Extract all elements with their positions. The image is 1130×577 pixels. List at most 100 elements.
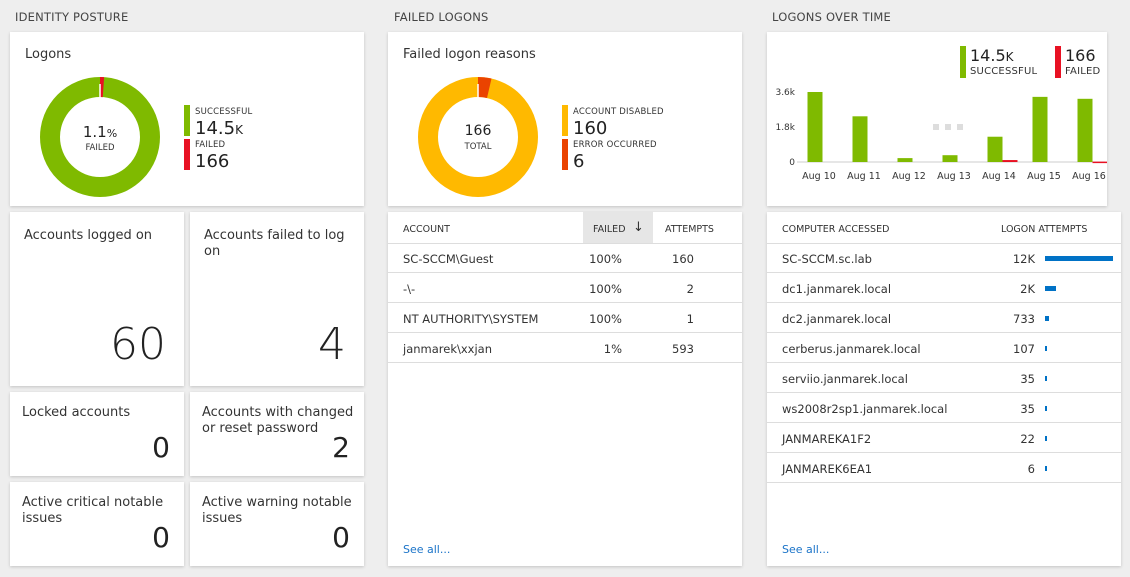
logons-title: Logons <box>25 47 72 62</box>
see-all-link[interactable]: See all... <box>403 543 451 556</box>
logon-attempts-bar <box>1045 406 1047 411</box>
bar-successful <box>987 136 1003 162</box>
bar-successful <box>1032 96 1048 162</box>
legend-disabled-label: ACCOUNT DISABLED <box>573 107 664 117</box>
tile-accounts-failed[interactable]: Accounts failed to log on 4 <box>190 212 364 386</box>
computer-name: cerberus.janmarek.local <box>782 342 921 356</box>
col-account-header[interactable]: ACCOUNT <box>403 224 450 235</box>
legend-failed-value: 166 <box>195 151 230 172</box>
legend-successful-label: SUCCESSFUL <box>195 107 253 117</box>
table-header: COMPUTER ACCESSED LOGON ATTEMPTS <box>767 212 1121 244</box>
table-header: ACCOUNT FAILED ↓ ATTEMPTS <box>388 212 742 244</box>
x-tick-label: Aug 11 <box>847 171 881 182</box>
bar-successful <box>852 116 868 162</box>
logon-attempts-value: 107 <box>1013 342 1035 356</box>
legend-disabled-bar <box>562 105 568 136</box>
x-tick-label: Aug 16 <box>1072 171 1106 182</box>
table-row[interactable]: JANMAREK6EA1 6 <box>767 453 1121 483</box>
table-row[interactable]: cerberus.janmarek.local 107 <box>767 333 1121 363</box>
logon-attempts-bar <box>1045 466 1047 471</box>
x-tick-label: Aug 15 <box>1027 171 1061 182</box>
table-row[interactable]: serviio.janmarek.local 35 <box>767 363 1121 393</box>
logon-attempts-value: 733 <box>1013 312 1035 326</box>
computer-name: SC-SCCM.sc.lab <box>782 252 872 266</box>
bar-failed <box>1002 160 1018 162</box>
logon-attempts-bar <box>1045 376 1047 381</box>
x-tick-label: Aug 12 <box>892 171 926 182</box>
tile-accounts-logged-on[interactable]: Accounts logged on 60 <box>10 212 184 386</box>
logons-center-label: FAILED <box>85 143 115 153</box>
tile-value: 2 <box>332 431 350 464</box>
failed-reasons-title: Failed logon reasons <box>403 47 536 62</box>
table-row[interactable]: JANMAREKA1F2 22 <box>767 423 1121 453</box>
table-row[interactable]: dc2.janmarek.local 733 <box>767 303 1121 333</box>
computer-name: dc1.janmarek.local <box>782 282 892 296</box>
tile-changed-password[interactable]: Accounts with changed or reset password … <box>190 392 364 476</box>
chart-legend-successful-value: 14.5K <box>970 46 1014 65</box>
table-row[interactable]: NT AUTHORITY\SYSTEM 100% 1 <box>388 303 742 333</box>
logon-attempts-bar <box>1045 346 1047 351</box>
legend-failed-bar <box>184 139 190 170</box>
computer-name: dc2.janmarek.local <box>782 312 892 326</box>
logons-center-unit: % <box>106 127 118 140</box>
chart-legend-failed-label: FAILED <box>1065 66 1101 77</box>
col-computer-header[interactable]: COMPUTER ACCESSED <box>782 224 890 235</box>
bar-successful <box>807 92 823 162</box>
tile-title: Accounts logged on <box>24 228 153 243</box>
tile-value: 4 <box>318 319 346 370</box>
col-failed-header[interactable]: FAILED ↓ <box>583 212 653 243</box>
col-logon-attempts-header[interactable]: LOGON ATTEMPTS <box>1001 224 1088 235</box>
y-tick-label: 0 <box>789 158 795 168</box>
logons-center-pct: 1.1 <box>82 123 107 141</box>
reasons-center-label: TOTAL <box>464 142 492 152</box>
table-row[interactable]: -\- 100% 2 <box>388 273 742 303</box>
legend-error-bar <box>562 139 568 170</box>
x-tick-label: Aug 14 <box>982 171 1016 182</box>
logon-attempts-bar <box>1045 316 1050 321</box>
tile-value: 0 <box>152 431 170 464</box>
failed-reasons-center: 166 TOTAL <box>448 123 508 152</box>
logon-attempts-bar <box>1045 286 1057 291</box>
see-all-link[interactable]: See all... <box>782 543 830 556</box>
computer-name: serviio.janmarek.local <box>782 372 908 386</box>
x-tick-label: Aug 13 <box>937 171 971 182</box>
loading-dot <box>957 124 963 130</box>
col-attempts-header[interactable]: ATTEMPTS <box>665 224 714 235</box>
table-row[interactable]: SC-SCCM.sc.lab 12K <box>767 243 1121 273</box>
tile-value: 60 <box>110 319 166 370</box>
tile-title: Accounts with changed or reset password <box>202 405 354 436</box>
tile-title: Locked accounts <box>22 405 131 420</box>
chart-legend-failed-bar <box>1055 46 1061 78</box>
legend-error-label: ERROR OCCURRED <box>573 140 657 150</box>
table-row[interactable]: ws2008r2sp1.janmarek.local 35 <box>767 393 1121 423</box>
tile-warning-issues[interactable]: Active warning notable issues 0 <box>190 482 364 566</box>
tile-locked-accounts[interactable]: Locked accounts 0 <box>10 392 184 476</box>
computer-name: ws2008r2sp1.janmarek.local <box>782 402 948 416</box>
legend-disabled-value: 160 <box>573 118 608 139</box>
logon-attempts-value: 35 <box>1020 402 1035 416</box>
logons-bar-chart: 0 1.8k 3.6k Aug 10 Aug 11 Aug 12 Aug 13 Aug 14 A… <box>775 88 1107 182</box>
table-row[interactable]: janmarek\xxjan 1% 593 <box>388 333 742 363</box>
section-title-logons-over-time: LOGONS OVER TIME <box>772 10 892 24</box>
chart-legend-successful-label: SUCCESSFUL <box>970 66 1038 77</box>
tile-title: Accounts failed to log on <box>204 228 345 259</box>
bar-successful <box>942 155 958 162</box>
table-row[interactable]: dc1.janmarek.local 2K <box>767 273 1121 303</box>
failed-reasons-card[interactable]: Failed logon reasons 166 TOTAL ACCOUNT D… <box>388 32 742 206</box>
bar-successful <box>897 158 913 162</box>
logons-card[interactable]: Logons 1.1% FAILED SUCCESSFUL 14.5K FAIL… <box>10 32 364 206</box>
y-tick-label: 1.8k <box>775 123 795 133</box>
section-title-identity-posture: IDENTITY POSTURE <box>15 10 129 24</box>
logon-attempts-value: 6 <box>1027 462 1035 476</box>
logons-over-time-card[interactable]: 14.5K SUCCESSFUL 166 FAILED 0 1.8k 3.6k Aug… <box>767 32 1107 206</box>
logon-attempts-value: 2K <box>1020 282 1035 296</box>
legend-successful-value: 14.5K <box>195 118 243 139</box>
logon-attempts-value: 12K <box>1012 252 1035 266</box>
table-row[interactable]: SC-SCCM\Guest 100% 160 <box>388 243 742 273</box>
tile-title: Active critical notable issues <box>22 495 164 526</box>
legend-successful-bar <box>184 105 190 136</box>
legend-failed-label: FAILED <box>195 140 226 150</box>
tile-critical-issues[interactable]: Active critical notable issues 0 <box>10 482 184 566</box>
computer-name: JANMAREK6EA1 <box>782 462 873 476</box>
x-tick-label: Aug 10 <box>802 171 836 182</box>
